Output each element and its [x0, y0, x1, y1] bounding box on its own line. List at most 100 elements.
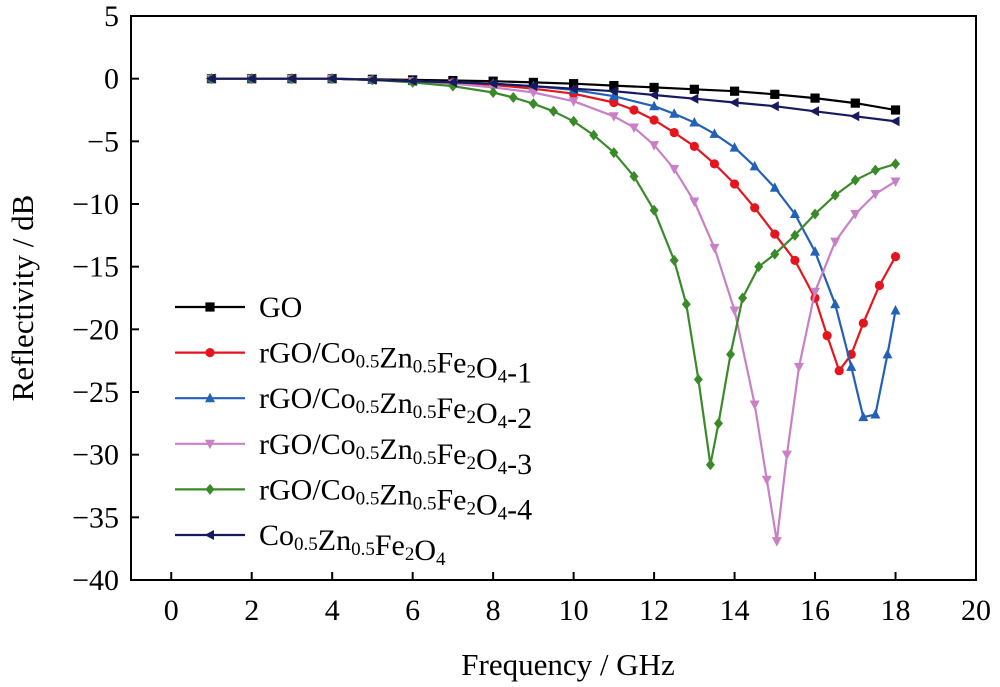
data-point	[790, 229, 800, 241]
data-point	[738, 292, 748, 304]
data-point	[726, 348, 736, 360]
data-point	[648, 89, 659, 100]
data-point	[830, 189, 840, 201]
data-point	[609, 80, 619, 91]
legend-marker	[205, 439, 215, 450]
x-axis-title: Frequency / GHz	[461, 647, 675, 682]
plot-frame	[130, 15, 977, 581]
data-point	[649, 141, 660, 151]
data-point	[488, 86, 498, 98]
y-tick-label: −20	[72, 313, 119, 346]
data-point	[729, 306, 740, 317]
legend-label: Co0.5Zn0.5Fe2O4	[259, 519, 446, 570]
data-point	[771, 537, 782, 547]
data-point	[850, 98, 860, 108]
data-point	[709, 159, 720, 169]
x-tick-label: 8	[486, 594, 501, 627]
data-point	[649, 82, 659, 93]
data-point	[407, 76, 417, 87]
series-line	[211, 77, 896, 123]
x-tick-label: 20	[961, 594, 991, 627]
series-line	[211, 77, 896, 112]
axis-ticks: 0 2 4 6 8 10 12 14 16 18 20 5 0 −5 −10 −15 −20 −25 −30 −35 −…	[72, 0, 991, 627]
data-point	[693, 373, 703, 385]
legend-label: GO	[259, 291, 302, 324]
x-tick-label: 12	[639, 594, 669, 627]
data-point	[568, 83, 578, 94]
data-point	[569, 115, 579, 127]
data-point	[870, 164, 880, 176]
data-point	[890, 105, 901, 115]
data-point	[858, 318, 868, 328]
data-point	[810, 208, 820, 220]
legend-item: rGO/Co0.5Zn0.5Fe2O4-3	[175, 428, 532, 481]
x-tick-label: 2	[244, 594, 259, 627]
data-point	[629, 105, 639, 115]
data-point	[681, 298, 691, 310]
data-point	[649, 115, 659, 125]
data-point	[769, 101, 779, 112]
data-point	[770, 89, 780, 99]
data-point	[688, 93, 699, 104]
data-point	[709, 128, 720, 138]
y-tick-label: 5	[104, 0, 119, 33]
data-point	[528, 98, 538, 110]
legend-label: rGO/Co0.5Zn0.5Fe2O4-4	[259, 473, 532, 526]
data-point	[568, 97, 579, 107]
x-tick-label: 6	[405, 594, 420, 627]
data-point	[761, 475, 772, 486]
y-axis-title: Reflectivity / dB	[5, 195, 40, 402]
data-point	[890, 177, 901, 187]
data-point	[689, 117, 700, 127]
data-point	[709, 243, 720, 254]
y-tick-label: −5	[87, 125, 119, 158]
data-point	[769, 182, 780, 192]
data-point	[846, 361, 857, 371]
y-tick-label: −25	[72, 376, 119, 409]
x-tick-label: 14	[720, 594, 750, 627]
legend-label: rGO/Co0.5Zn0.5Fe2O4-3	[259, 428, 532, 481]
data-point	[609, 147, 619, 159]
data-point	[326, 73, 337, 84]
data-point	[890, 116, 900, 127]
legend-item: GO	[175, 291, 302, 324]
data-point	[729, 86, 740, 96]
y-tick-label: −30	[72, 439, 119, 472]
legend-item: rGO/Co0.5Zn0.5Fe2O4-2	[175, 382, 532, 435]
data-point	[729, 142, 740, 152]
data-point	[749, 400, 760, 411]
data-point	[628, 123, 639, 134]
data-point	[629, 170, 639, 182]
data-point	[669, 127, 679, 138]
series-group	[205, 73, 901, 547]
data-point	[669, 254, 679, 266]
x-tick-label: 0	[164, 594, 179, 627]
legend-item: Co0.5Zn0.5Fe2O4	[175, 519, 446, 570]
data-point	[649, 100, 660, 111]
data-point	[850, 174, 860, 186]
data-point	[890, 305, 901, 315]
legend-marker	[205, 348, 215, 358]
data-point	[770, 248, 780, 260]
legend-item: rGO/Co0.5Zn0.5Fe2O4-1	[175, 337, 532, 390]
data-point	[528, 88, 539, 98]
data-point	[770, 229, 780, 239]
data-point	[286, 73, 296, 84]
data-point	[882, 348, 893, 359]
data-point	[830, 298, 841, 309]
legend-label: rGO/Co0.5Zn0.5Fe2O4-1	[259, 337, 532, 390]
data-point	[874, 280, 885, 291]
data-point	[729, 97, 739, 108]
x-tick-label: 4	[325, 594, 340, 627]
series-2	[206, 74, 901, 376]
x-tick-label: 16	[800, 594, 830, 627]
data-point	[527, 81, 538, 92]
legend-marker	[205, 302, 215, 312]
data-point	[891, 158, 901, 170]
data-point	[608, 90, 619, 101]
data-point	[608, 112, 619, 122]
data-point	[850, 210, 861, 220]
data-point	[810, 246, 821, 256]
legend: GOrGO/Co0.5Zn0.5Fe2O4-1rGO/Co0.5Zn0.5Fe2…	[175, 291, 532, 570]
